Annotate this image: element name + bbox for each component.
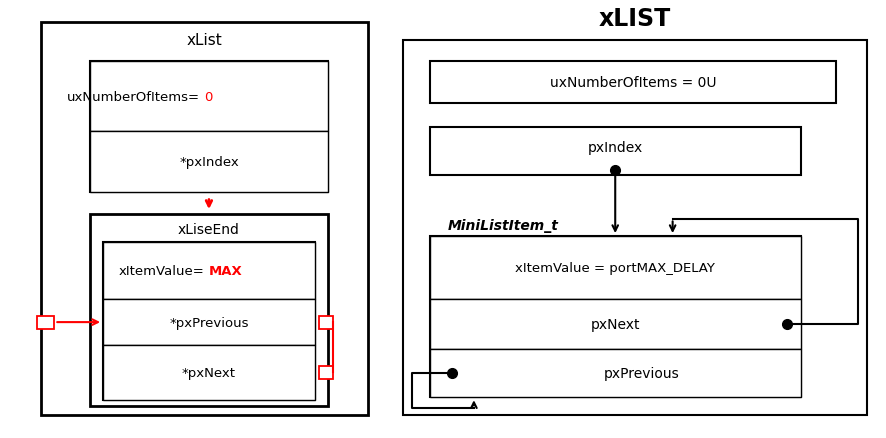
Text: *pxPrevious: *pxPrevious xyxy=(169,316,249,329)
Text: xItemValue = portMAX_DELAY: xItemValue = portMAX_DELAY xyxy=(516,261,715,275)
Bar xyxy=(103,243,315,300)
Text: MiniListItem_t: MiniListItem_t xyxy=(447,219,558,233)
Bar xyxy=(430,127,801,176)
Text: uxNumberOfItems = 0U: uxNumberOfItems = 0U xyxy=(549,76,716,90)
Text: xLIST: xLIST xyxy=(599,7,672,31)
Bar xyxy=(430,237,801,397)
Bar xyxy=(430,237,801,300)
Text: pxIndex: pxIndex xyxy=(587,140,643,154)
Bar xyxy=(103,243,315,399)
Bar xyxy=(89,215,328,406)
Bar xyxy=(319,316,333,329)
Bar xyxy=(36,316,54,329)
Text: xList: xList xyxy=(187,33,222,48)
Bar xyxy=(103,345,315,399)
Bar xyxy=(41,23,368,415)
Bar xyxy=(89,132,328,193)
Bar xyxy=(89,62,328,193)
Text: *pxIndex: *pxIndex xyxy=(179,156,239,169)
Bar xyxy=(103,300,315,345)
Text: *pxNext: *pxNext xyxy=(182,366,236,379)
Bar xyxy=(319,366,333,379)
Bar xyxy=(430,350,801,397)
Text: 0: 0 xyxy=(205,91,213,104)
Bar xyxy=(430,300,801,350)
Text: uxNumberOfItems=: uxNumberOfItems= xyxy=(67,91,200,104)
Bar xyxy=(430,62,836,104)
Text: xLiseEnd: xLiseEnd xyxy=(178,223,240,237)
Text: pxNext: pxNext xyxy=(590,318,640,332)
Bar xyxy=(89,62,328,132)
Bar xyxy=(403,41,867,415)
Text: xItemValue=: xItemValue= xyxy=(119,265,205,278)
Text: MAX: MAX xyxy=(209,265,243,278)
Text: pxPrevious: pxPrevious xyxy=(604,367,680,381)
